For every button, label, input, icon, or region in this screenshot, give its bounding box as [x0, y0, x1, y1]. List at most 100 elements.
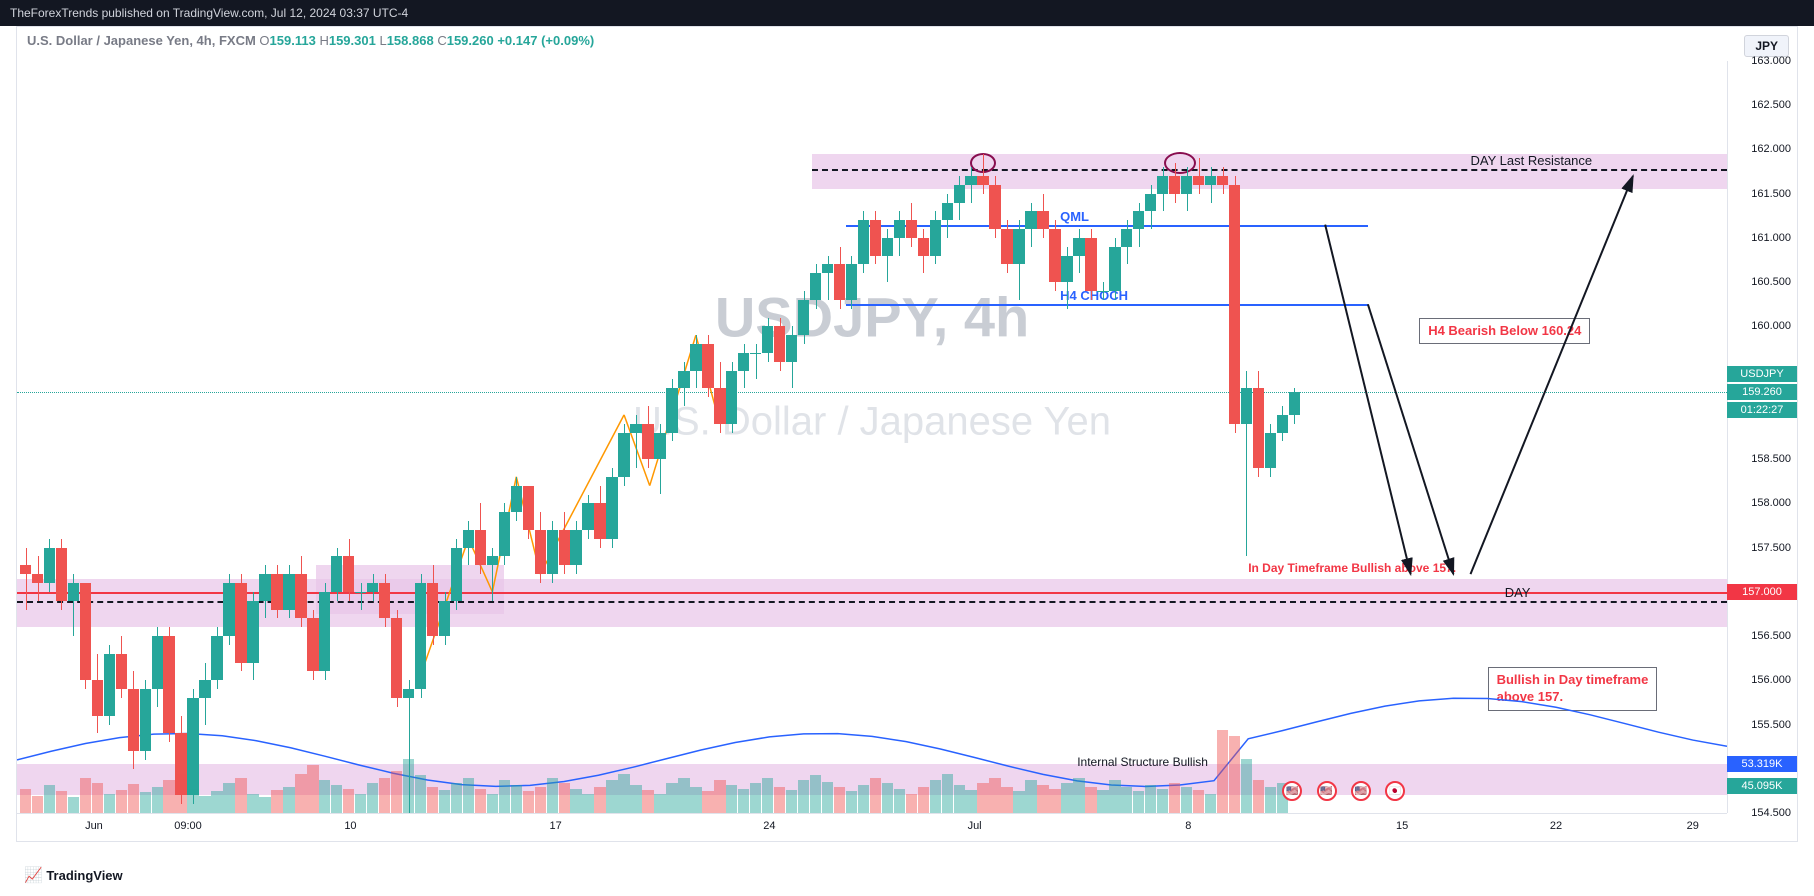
candle-body	[894, 220, 905, 238]
volume-bar	[762, 778, 773, 813]
candle-body	[32, 574, 43, 583]
ohlc-o: 159.113	[270, 33, 316, 48]
candle-body	[798, 300, 809, 335]
ohlc-o-label: O	[259, 33, 269, 48]
candle-body	[163, 636, 174, 733]
candle-body	[523, 486, 534, 530]
volume-bar	[44, 785, 55, 813]
candle-body	[403, 689, 414, 698]
y-tick: 156.500	[1751, 630, 1791, 642]
candle-body	[714, 388, 725, 423]
volume-bar	[403, 759, 414, 813]
candle-body	[654, 433, 665, 460]
candle-body	[211, 636, 222, 680]
candle-body	[1169, 176, 1180, 194]
x-tick: 10	[344, 820, 356, 832]
candle-body	[391, 618, 402, 698]
y-tick: 155.500	[1751, 719, 1791, 731]
event-icon[interactable]: 🇺🇸	[1351, 781, 1371, 801]
ohlc-chg-pct: (+0.09%)	[541, 33, 594, 48]
candle-body	[283, 574, 294, 609]
candle-body	[642, 424, 653, 459]
event-icon[interactable]: 🇺🇸	[1282, 781, 1302, 801]
candle-wick	[26, 548, 27, 610]
support-day-label: DAY	[1505, 585, 1531, 600]
volume-bar	[559, 783, 570, 813]
candle-body	[1133, 211, 1144, 229]
x-axis[interactable]: Jun09:00101724Jul8152229	[17, 813, 1727, 841]
plot-area[interactable]: USDJPY, 4h U.S. Dollar / Japanese Yen QM…	[17, 61, 1727, 813]
candle-body	[68, 583, 79, 601]
candle-wick	[756, 344, 757, 379]
candle-body	[594, 503, 605, 538]
candle-body	[834, 264, 845, 299]
candle-body	[1061, 256, 1072, 283]
candle-body	[1001, 229, 1012, 264]
candle-body	[128, 689, 139, 751]
volume-bar	[1241, 759, 1252, 813]
candle-body	[858, 220, 869, 264]
volume-bar	[1133, 791, 1144, 813]
publisher-line: TheForexTrends published on TradingView.…	[10, 6, 408, 20]
volume-bar	[20, 789, 31, 813]
y-tick: 163.000	[1751, 55, 1791, 67]
volume-bar	[666, 783, 677, 813]
candle-body	[1037, 211, 1048, 229]
volume-bar	[1145, 785, 1156, 813]
candle-body	[678, 371, 689, 389]
tradingview-logo: 📈 TradingView	[24, 866, 123, 884]
volume-bar	[319, 780, 330, 813]
volume-bar	[894, 789, 905, 813]
candle-body	[1253, 388, 1264, 468]
bullish-annotation-text: In Day Timeframe Bullish above 157.	[1248, 561, 1456, 575]
volume-bar	[1253, 780, 1264, 813]
candle-wick	[1211, 167, 1212, 202]
candle-body	[1241, 388, 1252, 423]
volume-bar	[367, 783, 378, 813]
candle-body	[92, 680, 103, 715]
candle-body	[570, 530, 581, 565]
candle-body	[1265, 433, 1276, 468]
volume-bar	[152, 787, 163, 813]
circle-annotation	[1164, 152, 1196, 174]
currency-badge[interactable]: JPY	[1744, 35, 1789, 57]
current-price-line	[17, 392, 1727, 393]
volume-bar	[247, 794, 258, 813]
candle-wick	[361, 583, 362, 610]
structure-line	[846, 304, 1368, 306]
candle-body	[331, 556, 342, 591]
volume-bar	[1049, 789, 1060, 813]
volume-bar	[977, 783, 988, 813]
candle-body	[199, 680, 210, 698]
volume-bar	[211, 791, 222, 813]
candle-body	[223, 583, 234, 636]
y-tick: 158.000	[1751, 497, 1791, 509]
candle-body	[56, 548, 67, 601]
x-tick: 15	[1396, 820, 1408, 832]
candle-body	[511, 486, 522, 513]
volume-bar	[547, 778, 558, 813]
volume-bar	[1169, 783, 1180, 813]
candle-body	[786, 335, 797, 362]
volume-bar	[1157, 789, 1168, 813]
candle-body	[1085, 238, 1096, 291]
y-axis[interactable]: 163.000162.500162.000161.500161.000160.5…	[1727, 61, 1797, 813]
volume-bar	[1061, 783, 1072, 813]
candle-body	[104, 654, 115, 716]
bullish-annotation-box: Bullish in Day timeframeabove 157.	[1488, 667, 1658, 711]
candle-body	[1157, 176, 1168, 194]
candle-body	[1073, 238, 1084, 256]
volume-bar	[989, 778, 1000, 813]
event-icon[interactable]: 🇺🇸	[1317, 781, 1337, 801]
volume-bar	[834, 787, 845, 813]
volume-bar	[163, 780, 174, 813]
y-tick: 162.500	[1751, 99, 1791, 111]
y-tick: 154.500	[1751, 807, 1791, 819]
candle-body	[618, 433, 629, 477]
volume-bar	[750, 783, 761, 813]
y-tick: 161.000	[1751, 232, 1791, 244]
structure-label: QML	[1060, 209, 1089, 224]
volume-bar	[1001, 787, 1012, 813]
ohlc-l: 158.868	[387, 33, 434, 48]
event-icon[interactable]: 🇯🇵	[1385, 781, 1405, 801]
